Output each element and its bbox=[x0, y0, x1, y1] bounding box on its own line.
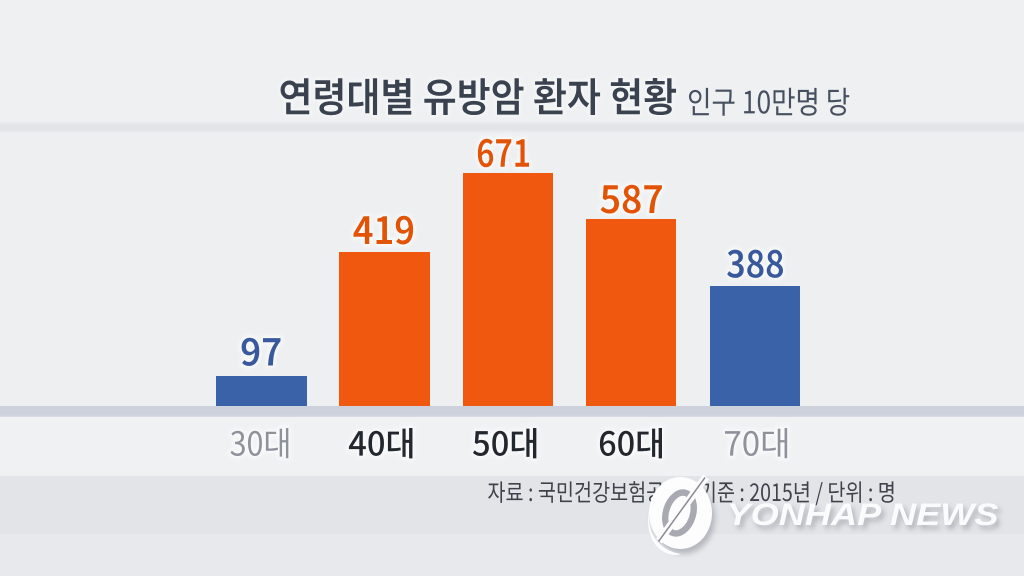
svg-text:YONHAP NEWS: YONHAP NEWS bbox=[727, 496, 999, 532]
svg-text:YONHAP NEWS: YONHAP NEWS bbox=[730, 500, 1002, 536]
